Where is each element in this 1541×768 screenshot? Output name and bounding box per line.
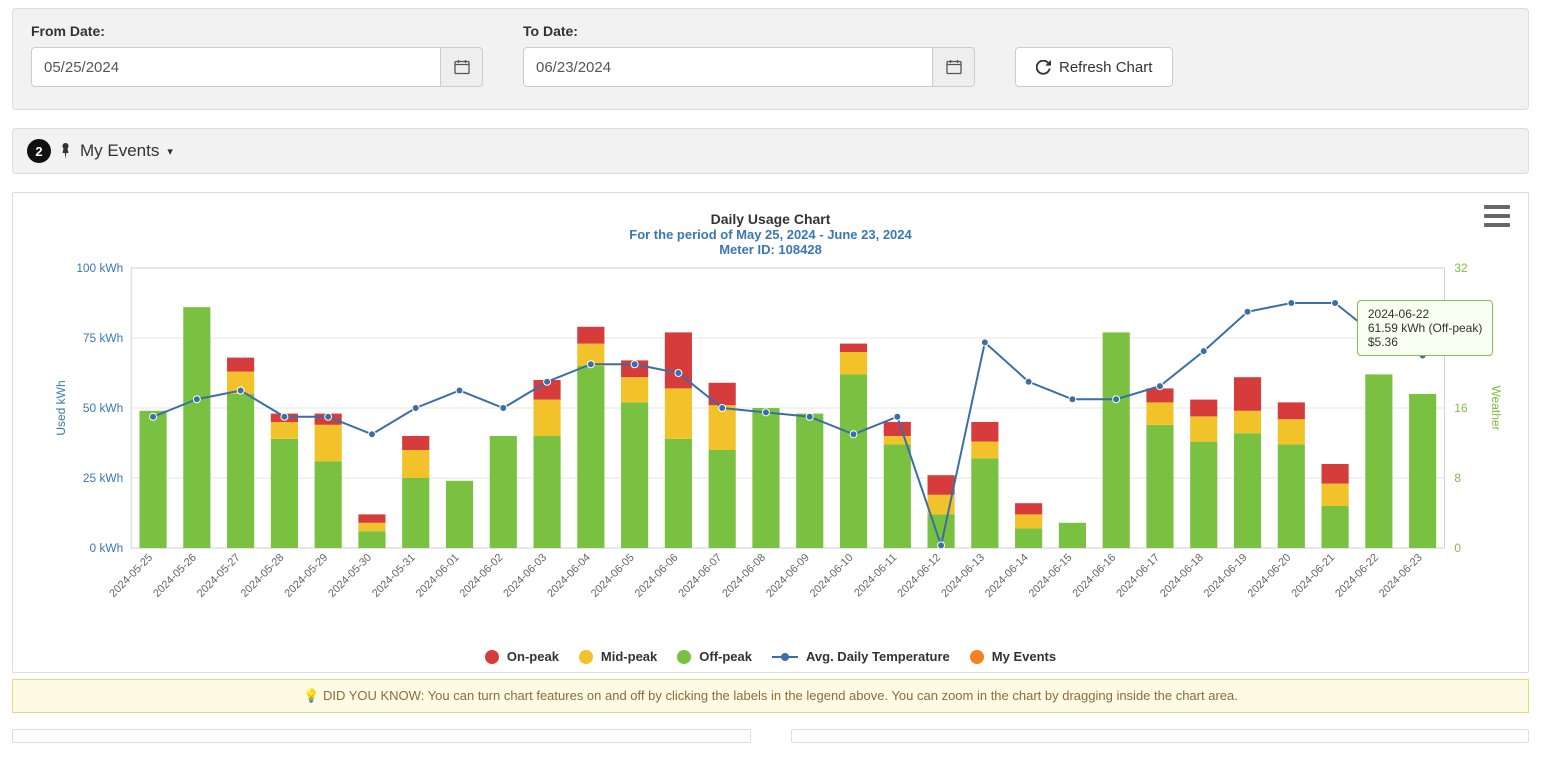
svg-text:100 kWh: 100 kWh [76,263,123,275]
svg-text:24: 24 [1454,331,1468,345]
from-date-field: From Date: [31,23,483,87]
svg-text:2024-05-29: 2024-05-29 [282,552,330,600]
svg-text:32: 32 [1454,263,1468,275]
svg-text:2024-06-21: 2024-06-21 [1289,552,1337,600]
to-date-label: To Date: [523,23,975,39]
from-date-input[interactable] [31,47,441,87]
legend-item-offpeak[interactable]: Off-peak [677,649,752,664]
svg-text:2024-05-26: 2024-05-26 [151,552,199,600]
svg-text:2024-06-13: 2024-06-13 [939,552,987,600]
svg-text:0: 0 [1454,541,1461,555]
svg-text:2024-06-09: 2024-06-09 [764,552,812,600]
chart-title: Daily Usage Chart [37,211,1504,227]
to-date-field: To Date: [523,23,975,87]
svg-text:2024-05-27: 2024-05-27 [195,552,243,600]
bottom-card-left [12,729,751,743]
to-date-calendar-button[interactable] [933,47,975,87]
svg-text:16: 16 [1454,401,1468,415]
legend-item-onpeak[interactable]: On-peak [485,649,559,664]
svg-text:2024-05-25: 2024-05-25 [107,552,155,600]
svg-text:2024-06-12: 2024-06-12 [895,552,943,600]
chart-legend: On-peak Mid-peak Off-peak Avg. Daily Temper… [37,649,1504,664]
svg-text:2024-06-23: 2024-06-23 [1377,552,1425,600]
svg-text:2024-05-31: 2024-05-31 [370,552,418,600]
svg-text:2024-06-07: 2024-06-07 [676,552,724,600]
date-filter-panel: From Date: To Date: Refresh Chart [12,8,1529,110]
svg-text:2024-06-16: 2024-06-16 [1070,552,1118,600]
legend-item-temp[interactable]: Avg. Daily Temperature [772,649,950,664]
svg-text:2024-06-19: 2024-06-19 [1202,552,1250,600]
chart-menu-button[interactable] [1484,205,1510,227]
svg-text:2024-06-15: 2024-06-15 [1027,552,1075,600]
calendar-icon [454,59,470,75]
svg-text:2024-06-22: 2024-06-22 [1333,552,1381,600]
pin-icon [59,143,72,159]
svg-text:0 kWh: 0 kWh [90,541,124,555]
svg-text:2024-06-04: 2024-06-04 [545,552,593,600]
svg-text:2024-05-30: 2024-05-30 [326,552,374,600]
svg-text:2024-06-05: 2024-06-05 [589,552,637,600]
refresh-chart-label: Refresh Chart [1059,59,1152,76]
svg-text:2024-06-10: 2024-06-10 [808,552,856,600]
did-you-know-tip: 💡 DID YOU KNOW: You can turn chart featu… [12,679,1529,713]
chart-subtitle-period: For the period of May 25, 2024 - June 23… [37,227,1504,242]
svg-text:Used kWh: Used kWh [54,380,68,435]
tip-text: DID YOU KNOW: You can turn chart feature… [323,688,1238,703]
svg-text:2024-06-02: 2024-06-02 [458,552,506,600]
svg-text:25 kWh: 25 kWh [83,471,123,485]
svg-text:2024-06-14: 2024-06-14 [983,552,1031,600]
chevron-down-icon: ▾ [167,145,173,158]
svg-text:Weather: Weather [1489,385,1503,430]
svg-text:2024-06-08: 2024-06-08 [720,552,768,600]
my-events-toggle[interactable]: 2 My Events ▾ [12,128,1529,174]
events-title: My Events [80,141,159,161]
lightbulb-icon: 💡 [303,688,319,703]
calendar-icon [946,59,962,75]
to-date-input[interactable] [523,47,933,87]
svg-text:2024-06-17: 2024-06-17 [1114,552,1162,600]
refresh-chart-button[interactable]: Refresh Chart [1015,47,1173,87]
usage-chart-card: Daily Usage Chart For the period of May … [12,192,1529,673]
chart-subtitle-meter: Meter ID: 108428 [37,242,1504,257]
svg-text:2024-05-28: 2024-05-28 [239,552,287,600]
usage-chart[interactable]: 0 kWh 25 kWh 50 kWh 75 kWh 100 kWh 0 8 16 24 32 Us… [37,263,1504,643]
svg-text:2024-06-11: 2024-06-11 [852,552,899,600]
legend-item-myevents[interactable]: My Events [970,649,1056,664]
svg-text:2024-06-20: 2024-06-20 [1246,552,1294,600]
svg-text:75 kWh: 75 kWh [83,331,123,345]
from-date-calendar-button[interactable] [441,47,483,87]
refresh-icon [1036,60,1051,75]
svg-text:2024-06-03: 2024-06-03 [501,552,549,600]
events-count-badge: 2 [27,139,51,163]
bottom-card-right [791,729,1530,743]
legend-item-midpeak[interactable]: Mid-peak [579,649,657,664]
svg-text:8: 8 [1454,471,1461,485]
bottom-cards-row [12,729,1529,743]
svg-text:2024-06-06: 2024-06-06 [633,552,681,600]
from-date-label: From Date: [31,23,483,39]
svg-text:2024-06-18: 2024-06-18 [1158,552,1206,600]
svg-text:2024-06-01: 2024-06-01 [414,552,462,600]
svg-text:50 kWh: 50 kWh [83,401,123,415]
